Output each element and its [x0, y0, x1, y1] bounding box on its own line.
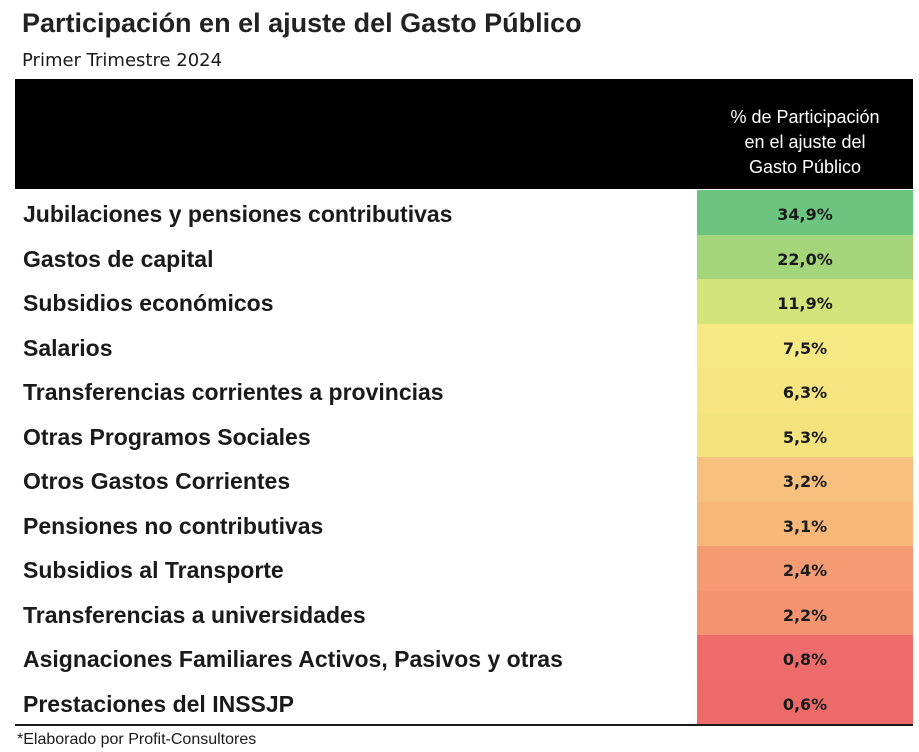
row-label: Subsidios económicos [23, 290, 274, 316]
value-cell: 3,2% [697, 457, 913, 502]
column-header: % de Participación en el ajuste del Gast… [730, 107, 880, 177]
row-label: Transferencias a universidades [23, 601, 366, 628]
table-row: Transferencias a universidades 2,2% [15, 590, 913, 635]
table-row: Subsidios económicos 11,9% [15, 279, 913, 324]
value-cell: 11,9% [697, 279, 913, 324]
table-row: Jubilaciones y pensiones contributivas 34… [15, 190, 913, 235]
chart-subtitle: Primer Trimestre 2024 [22, 50, 223, 71]
table-row: Asignaciones Familiares Activos, Pasivos… [15, 635, 913, 680]
row-label: Otras Programos Sociales [23, 423, 311, 450]
row-label: Prestaciones del INSSJP [23, 690, 295, 717]
row-label: Salarios [23, 334, 113, 361]
value-cell: 2,2% [697, 590, 913, 635]
value-cell: 3,1% [697, 501, 913, 546]
table-body: Jubilaciones y pensiones contributivas 34… [15, 190, 913, 724]
value-cell: 2,4% [697, 546, 913, 591]
row-label: Otros Gastos Corrientes [23, 468, 291, 494]
table-row: Otros Gastos Corrientes 3,2% [15, 457, 913, 502]
row-label: Transferencias corrientes a provincias [23, 379, 444, 405]
table-row: Otras Programos Sociales 5,3% [15, 412, 913, 457]
value-cell: 7,5% [697, 323, 913, 368]
row-label: Gastos de capital [23, 245, 214, 272]
table-bottom-rule [15, 724, 913, 726]
table-row: Transferencias corrientes a provincias 6,… [15, 368, 913, 413]
table-row: Prestaciones del INSSJP 0,6% [15, 679, 913, 724]
row-label: Pensiones no contributivas [23, 512, 324, 539]
footnote: *Elaborado por Profit-Consultores [17, 731, 257, 748]
row-label: Asignaciones Familiares Activos, Pasivos… [23, 646, 563, 672]
table-row: Salarios 7,5% [15, 323, 913, 368]
table-row: Gastos de capital 22,0% [15, 234, 913, 279]
row-label: Subsidios al Transporte [23, 557, 284, 583]
value-cell: 0,6% [697, 679, 913, 724]
value-cell: 0,8% [697, 635, 913, 680]
value-cell: 6,3% [697, 368, 913, 413]
value-cell: 5,3% [697, 412, 913, 457]
table-header-band [15, 79, 913, 189]
table-row: Pensiones no contributivas 3,1% [15, 501, 913, 546]
value-cell: 22,0% [697, 234, 913, 279]
row-label: Jubilaciones y pensiones contributivas [23, 201, 453, 227]
chart-title: Participación en el ajuste del Gasto Púb… [22, 8, 582, 38]
value-cell: 34,9% [697, 190, 913, 235]
table-row: Subsidios al Transporte 2,4% [15, 546, 913, 591]
